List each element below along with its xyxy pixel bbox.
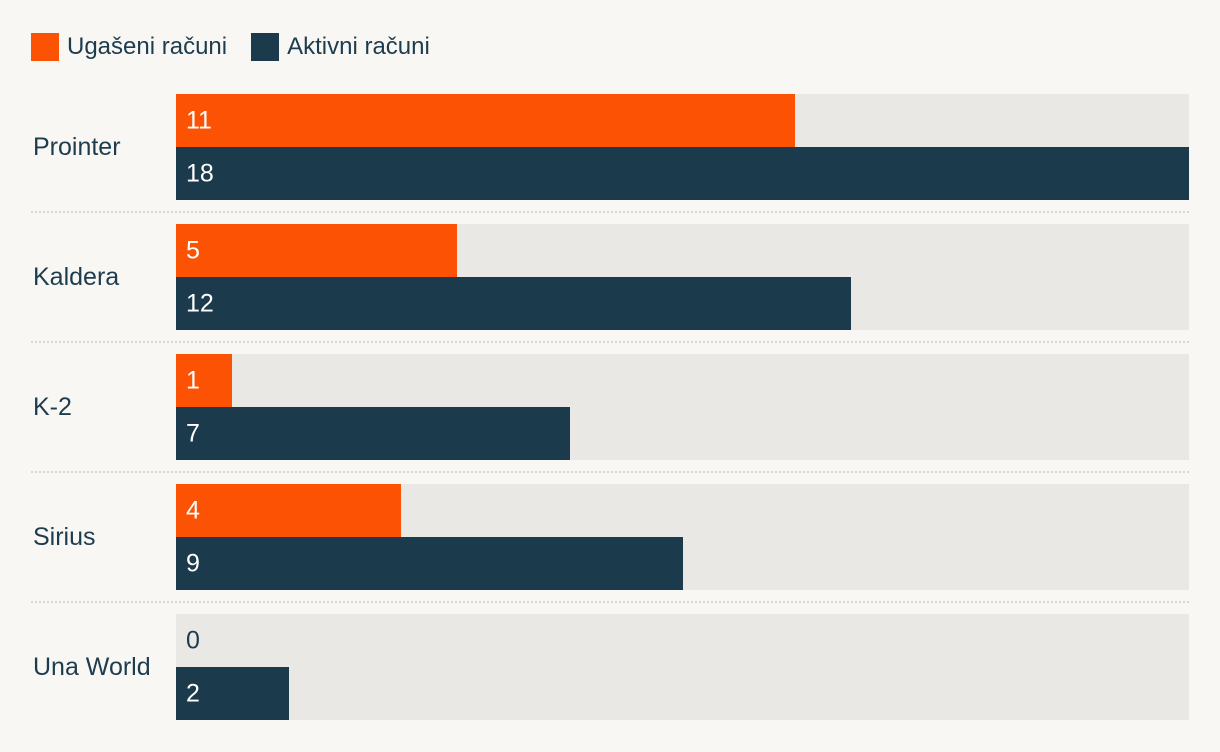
bar-ugaseni: [176, 94, 796, 147]
bar-track: 12: [176, 277, 1189, 330]
legend-swatch-aktivni-icon: [251, 33, 280, 61]
category-label: Prointer: [33, 132, 121, 161]
bar-aktivni: [176, 537, 683, 590]
bar-track: 9: [176, 537, 1189, 590]
bar-value-label: 5: [186, 236, 200, 264]
legend-label-ugaseni: Ugašeni računi: [67, 33, 228, 60]
bar-group: 11 18: [176, 94, 1189, 200]
bar-track: 0: [176, 614, 1189, 667]
bar-aktivni: [176, 407, 570, 460]
bar-value-label: 0: [186, 626, 200, 654]
bar-value-label: 12: [186, 289, 214, 317]
bar-value-label: 2: [186, 679, 200, 707]
bar-value-label: 4: [186, 496, 200, 524]
category-label: Kaldera: [33, 262, 120, 291]
bar-ugaseni: [176, 484, 402, 537]
bar-track: 18: [176, 147, 1189, 200]
category-label: Sirius: [33, 522, 96, 551]
bar-track: 11: [176, 94, 1189, 147]
bar-track: 2: [176, 667, 1189, 720]
bar-ugaseni: [176, 354, 233, 407]
chart-row: Prointer 11 18: [31, 83, 1189, 213]
chart-row: K-2 1 7: [31, 343, 1189, 473]
bar-aktivni: [176, 277, 852, 330]
bar-track: 7: [176, 407, 1189, 460]
chart-row: Sirius 4 9: [31, 473, 1189, 603]
bar-value-label: 18: [186, 159, 214, 187]
bar-aktivni: [176, 667, 289, 720]
chart-row: Una World 0 2: [31, 603, 1189, 731]
bar-ugaseni: [176, 224, 458, 277]
bar-group: 5 12: [176, 224, 1189, 330]
legend-item-ugaseni-racuni: Ugašeni računi: [31, 33, 227, 61]
legend-item-aktivni-racuni: Aktivni računi: [251, 33, 430, 61]
legend-swatch-ugaseni-icon: [31, 33, 59, 61]
legend: Ugašeni računi Aktivni računi: [31, 33, 1189, 61]
bar-track: 4: [176, 484, 1189, 537]
chart-rows: Prointer 11 18 Kaldera 5 12 K-2 1 7 Sirius 4 9 Una W…: [31, 83, 1189, 731]
bar-track: 1: [176, 354, 1189, 407]
bar-value-label: 7: [186, 419, 200, 447]
bar-track: 5: [176, 224, 1189, 277]
bar-aktivni: [176, 147, 1189, 200]
bar-value-label: 1: [186, 366, 200, 394]
legend-label-aktivni: Aktivni računi: [287, 33, 430, 60]
category-label: Una World: [33, 652, 151, 681]
bar-chart: Ugašeni računi Aktivni računi Prointer 11…: [31, 33, 1189, 731]
category-label: K-2: [33, 392, 72, 421]
bar-value-label: 11: [186, 106, 212, 134]
bar-value-label: 9: [186, 549, 200, 577]
chart-row: Kaldera 5 12: [31, 213, 1189, 343]
